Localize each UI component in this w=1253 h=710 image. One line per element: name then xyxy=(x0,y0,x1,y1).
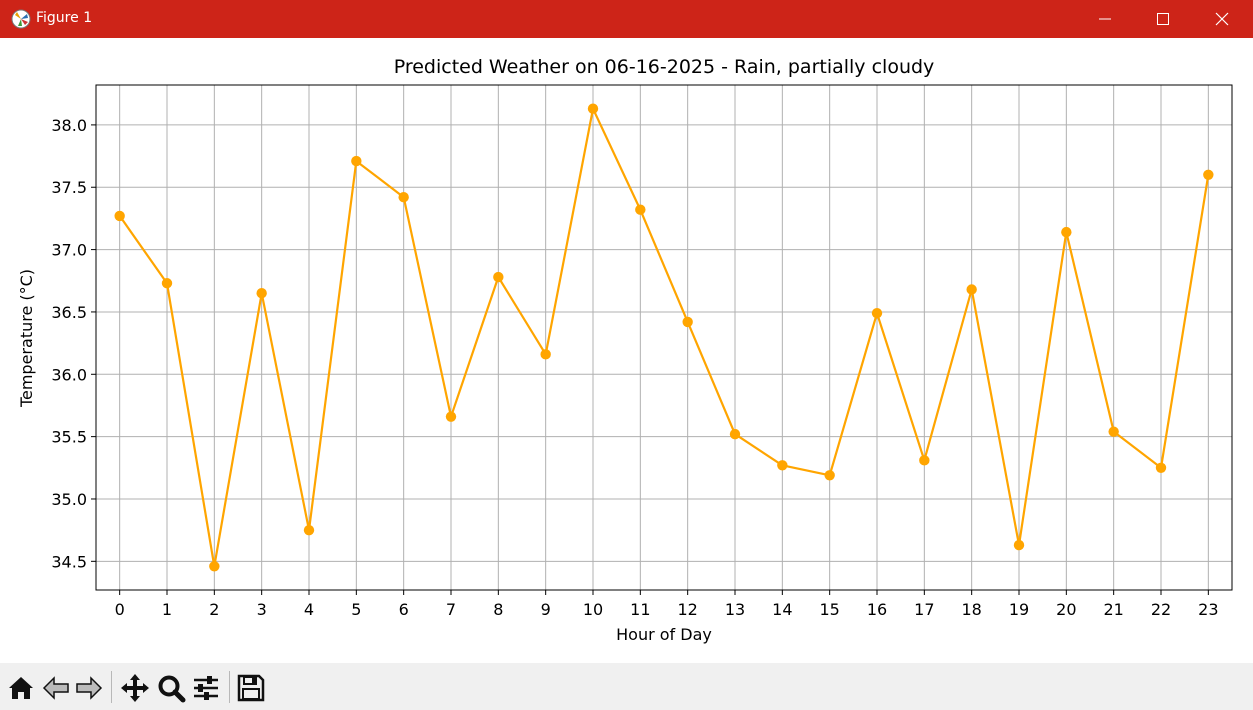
chart-title: Predicted Weather on 06-16-2025 - Rain, … xyxy=(394,56,935,78)
x-tick-label: 3 xyxy=(257,600,267,619)
x-tick-label: 23 xyxy=(1198,600,1218,619)
series xyxy=(114,103,1214,572)
x-tick-label: 8 xyxy=(493,600,503,619)
configure-subplots-button[interactable] xyxy=(191,673,221,703)
x-tick-label: 13 xyxy=(725,600,745,619)
data-point xyxy=(303,524,315,536)
x-tick-label: 10 xyxy=(583,600,603,619)
grid xyxy=(96,85,1232,590)
data-point xyxy=(1061,226,1072,238)
data-point xyxy=(1155,462,1167,474)
x-tick-label: 20 xyxy=(1056,600,1076,619)
data-point xyxy=(777,460,788,471)
x-tick-label: 5 xyxy=(351,600,361,619)
x-tick-label: 0 xyxy=(115,600,125,619)
x-tick-label: 19 xyxy=(1009,600,1029,619)
y-tick-label: 36.5 xyxy=(51,303,87,322)
figure-canvas[interactable]: 0 1 2 3 4 5 6 7 8 9 10 11 12 13 14 15 16 17 18 19 20 21 22 23 34… xyxy=(2,38,1253,663)
home-icon xyxy=(9,677,33,699)
floppy-disk-icon xyxy=(237,674,265,702)
arrow-right-icon xyxy=(76,676,103,700)
data-point xyxy=(682,316,693,328)
window-title: Figure 1 xyxy=(36,10,93,26)
x-tick-label: 21 xyxy=(1103,600,1123,619)
y-tick-label: 38.0 xyxy=(51,116,87,135)
data-point xyxy=(919,455,930,466)
y-tick-label: 37.0 xyxy=(51,241,87,260)
sliders-icon xyxy=(194,676,218,700)
data-point xyxy=(398,192,409,203)
x-tick-label: 17 xyxy=(914,600,934,619)
data-point xyxy=(729,428,741,440)
x-tick-label: 1 xyxy=(162,600,172,619)
y-axis-label: Temperature (°C) xyxy=(17,269,36,408)
series-line xyxy=(118,107,1210,568)
x-tick-label: 7 xyxy=(446,600,456,619)
data-point xyxy=(493,271,504,283)
zoom-button[interactable] xyxy=(156,673,186,703)
y-tick-label: 37.5 xyxy=(51,178,87,197)
x-tick-label: 18 xyxy=(961,600,981,619)
matplotlib-logo-icon xyxy=(11,9,31,29)
data-point xyxy=(871,307,883,319)
minimize-button[interactable] xyxy=(1076,0,1134,38)
x-tick-label: 12 xyxy=(677,600,697,619)
data-point xyxy=(540,349,551,360)
data-point xyxy=(1203,169,1214,180)
x-tick-label: 4 xyxy=(304,600,314,619)
maximize-icon xyxy=(1157,13,1169,25)
y-tick-label: 35.0 xyxy=(51,490,87,509)
close-button[interactable] xyxy=(1193,0,1251,38)
window-titlebar: Figure 1 xyxy=(0,0,1253,38)
x-axis-label: Hour of Day xyxy=(616,625,712,644)
axes-frame xyxy=(95,84,1233,591)
home-button[interactable] xyxy=(6,673,36,703)
data-point xyxy=(587,103,599,114)
x-tick-label: 16 xyxy=(867,600,887,619)
arrow-left-icon xyxy=(42,676,69,700)
magnifier-icon xyxy=(158,675,186,703)
minimize-icon xyxy=(1099,18,1111,20)
x-tick-label: 22 xyxy=(1151,600,1171,619)
data-point xyxy=(256,288,267,299)
data-point xyxy=(1013,539,1025,551)
y-tick-label: 36.0 xyxy=(51,365,87,384)
pan-button[interactable] xyxy=(120,673,150,703)
x-tick-label: 15 xyxy=(819,600,839,619)
y-tick-label: 35.5 xyxy=(51,428,87,447)
data-point xyxy=(445,411,457,422)
move-icon xyxy=(121,674,149,702)
x-tick-label: 2 xyxy=(209,600,219,619)
line-chart: 0 1 2 3 4 5 6 7 8 9 10 11 12 13 14 15 16 17 18 19 20 21 22 2334… xyxy=(17,56,1233,644)
y-tick-label: 34.5 xyxy=(51,552,87,571)
close-icon xyxy=(1215,12,1229,26)
x-tick-label: 6 xyxy=(399,600,409,619)
data-point xyxy=(824,470,835,481)
data-point xyxy=(1108,426,1119,437)
data-point xyxy=(209,561,220,572)
data-point xyxy=(635,204,646,215)
data-point xyxy=(966,284,977,295)
x-tick-label: 9 xyxy=(541,600,551,619)
back-button[interactable] xyxy=(41,673,71,703)
data-point xyxy=(351,155,362,167)
toolbar-separator xyxy=(229,671,230,703)
maximize-button[interactable] xyxy=(1134,0,1192,38)
ticks: 0 1 2 3 4 5 6 7 8 9 10 11 12 13 14 15 16 17 18 19 20 21 22 2334… xyxy=(51,116,1218,619)
toolbar-separator xyxy=(111,671,112,703)
data-point xyxy=(161,278,173,289)
forward-button[interactable] xyxy=(74,673,104,703)
data-point xyxy=(114,210,125,222)
x-tick-label: 14 xyxy=(772,600,792,619)
save-button[interactable] xyxy=(236,673,266,703)
x-tick-label: 11 xyxy=(630,600,650,619)
navigation-toolbar xyxy=(0,663,1253,710)
